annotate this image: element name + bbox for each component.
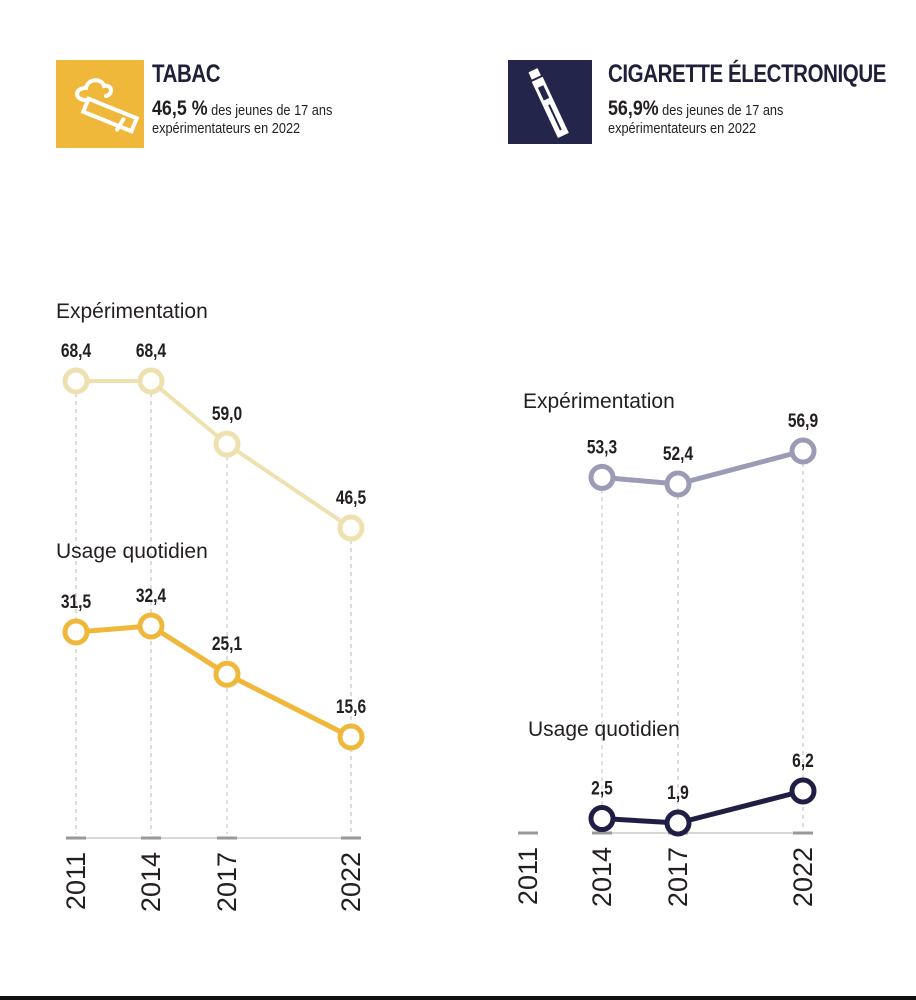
ecig-x-label: 2017: [663, 847, 693, 907]
ecig-value-label: 2,5: [591, 777, 613, 799]
tabac-series-line: [75, 623, 353, 740]
tabac-series-label: Expérimentation: [56, 300, 208, 323]
ecig-series-line: [601, 448, 804, 487]
tabac-data-point: [337, 514, 365, 542]
tabac-data-point: [137, 612, 165, 640]
tabac-x-label: 2022: [336, 852, 366, 912]
tabac-series-label: Usage quotidien: [56, 540, 208, 563]
ecig-data-point: [664, 470, 692, 498]
ecig-data-point: [789, 777, 817, 805]
bottom-rule: [0, 996, 916, 1000]
ecig-value-label: 53,3: [587, 436, 618, 458]
ecig-value-label: 1,9: [667, 782, 689, 804]
tabac-value-label: 59,0: [212, 403, 242, 425]
ecig-data-point: [588, 805, 616, 833]
ecig-x-label: 2011: [513, 847, 543, 905]
tabac-value-label: 46,5: [336, 487, 367, 509]
tabac-headline-text2: expérimentateurs en 2022: [152, 120, 301, 137]
ecig-headline-value: 56,9%: [608, 97, 659, 120]
e-cigarette-icon: [528, 68, 569, 139]
tabac-value-label: 32,4: [136, 585, 167, 607]
ecig-icon-box: [508, 60, 592, 144]
tabac-headline-text: des jeunes de 17 ans: [211, 102, 333, 119]
ecig-series-label: Usage quotidien: [528, 718, 680, 741]
ecig-headline-text: des jeunes de 17 ans: [662, 102, 784, 119]
tabac-subtitle: 46,5 % des jeunes de 17 ans expérimentat…: [152, 97, 333, 138]
tabac-x-label: 2017: [212, 852, 242, 912]
ecig-series-line: [601, 788, 804, 826]
tabac-value-label: 68,4: [136, 340, 167, 362]
tabac-data-point: [213, 430, 241, 458]
ecig-series-label: Expérimentation: [523, 390, 675, 413]
tabac-icon-box: [56, 60, 144, 148]
ecig-value-label: 52,4: [663, 443, 694, 465]
tabac-value-label: 31,5: [61, 590, 92, 612]
ecig-data-point: [789, 437, 817, 465]
cigarette-icon: [75, 78, 140, 134]
tabac-value-label: 68,4: [61, 340, 92, 362]
tabac-value-label: 25,1: [212, 633, 243, 655]
ecig-subtitle: 56,9% des jeunes de 17 ans expérimentate…: [608, 97, 784, 138]
ecig-title: CIGARETTE ÉLECTRONIQUE: [608, 60, 886, 88]
tabac-data-point: [62, 618, 90, 646]
tabac-value-label: 15,6: [336, 696, 367, 718]
tabac-series-line: [76, 379, 353, 530]
ecig-x-label: 2022: [788, 847, 818, 907]
ecig-value-label: 6,2: [792, 750, 814, 772]
ecig-data-point: [664, 809, 692, 837]
tabac-headline-value: 46,5 %: [152, 97, 208, 120]
tabac-data-point: [62, 367, 90, 395]
tabac-x-label: 2014: [136, 852, 166, 912]
tabac-x-label: 2011: [61, 852, 91, 910]
tabac-data-point: [213, 660, 241, 688]
ecig-x-label: 2014: [587, 847, 617, 907]
ecig-headline-text2: expérimentateurs en 2022: [608, 120, 757, 137]
tabac-data-point: [337, 723, 365, 751]
ecig-data-point: [588, 463, 616, 491]
tabac-data-point: [137, 367, 165, 395]
ecig-value-label: 56,9: [788, 410, 819, 432]
tabac-title: TABAC: [152, 60, 221, 88]
